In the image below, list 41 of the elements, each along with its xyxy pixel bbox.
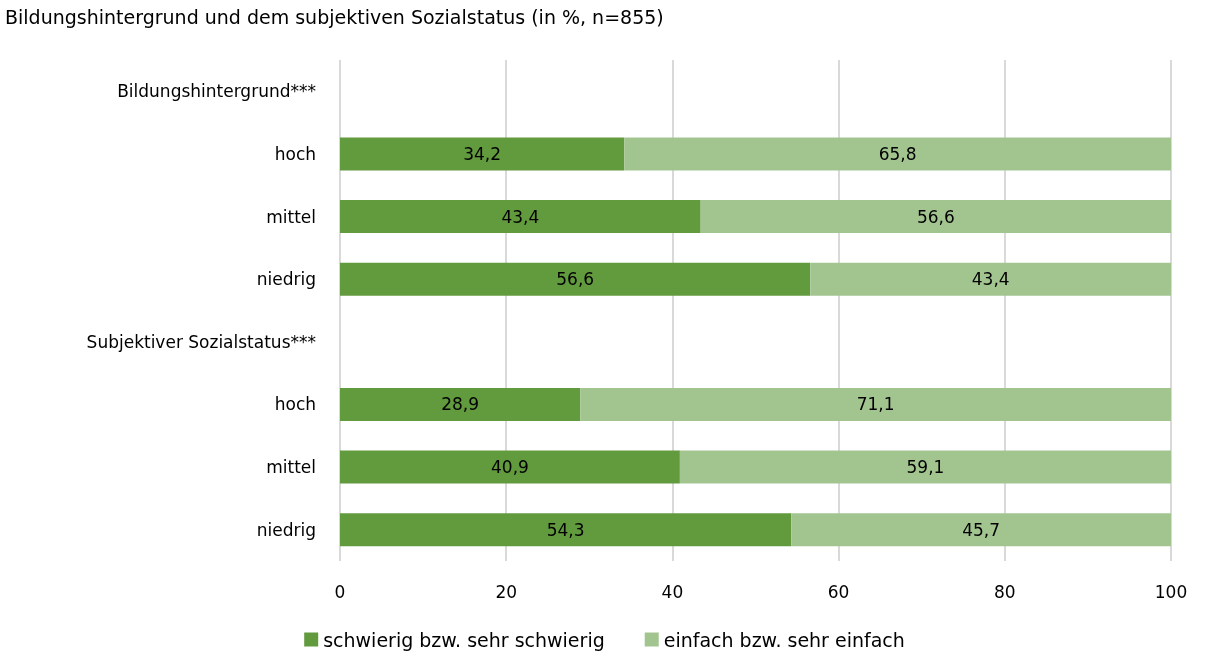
bar [810, 262, 1171, 296]
y-tick-label: Subjektiver Sozialstatus*** [86, 331, 316, 352]
y-tick-label: niedrig [256, 269, 316, 290]
y-tick-label: mittel [266, 206, 316, 227]
data-label: 54,3 [546, 519, 585, 540]
bar [679, 450, 1171, 484]
y-tick-label: Bildungshintergrund*** [117, 81, 316, 102]
bar [340, 513, 792, 547]
data-label: 43,4 [971, 269, 1010, 290]
data-label: 71,1 [856, 394, 895, 415]
bar [340, 450, 680, 484]
bar [340, 262, 811, 296]
bar [791, 513, 1171, 547]
data-label: 59,1 [906, 457, 945, 478]
y-tick-label: hoch [274, 143, 316, 164]
data-label: 56,6 [916, 206, 955, 227]
y-tick-label: mittel [266, 457, 316, 478]
data-label: 34,2 [463, 143, 502, 164]
bar [340, 137, 625, 171]
y-tick-label: hoch [274, 394, 316, 415]
x-tick-label: 20 [495, 581, 518, 602]
data-label: 45,7 [962, 519, 1001, 540]
x-tick-label: 0 [334, 581, 346, 602]
bar [580, 387, 1171, 421]
y-tick-label: niedrig [256, 519, 316, 540]
legend-label: schwierig bzw. sehr schwierig [323, 628, 605, 651]
data-label: 56,6 [556, 269, 595, 290]
data-label: 65,8 [878, 143, 917, 164]
bar [700, 200, 1171, 234]
chart-title: Bildungshintergrund und dem subjektiven Sozialstatus (in %, n=855) [5, 5, 664, 28]
x-tick-label: 100 [1154, 581, 1188, 602]
bar [624, 137, 1171, 171]
data-label: 43,4 [501, 206, 540, 227]
x-tick-label: 60 [827, 581, 850, 602]
x-tick-label: 80 [993, 581, 1016, 602]
bar [340, 200, 701, 234]
data-label: 28,9 [441, 394, 480, 415]
data-label: 40,9 [491, 457, 529, 478]
x-tick-label: 40 [661, 581, 684, 602]
legend-label: einfach bzw. sehr einfach [663, 628, 905, 651]
bar [340, 387, 581, 421]
